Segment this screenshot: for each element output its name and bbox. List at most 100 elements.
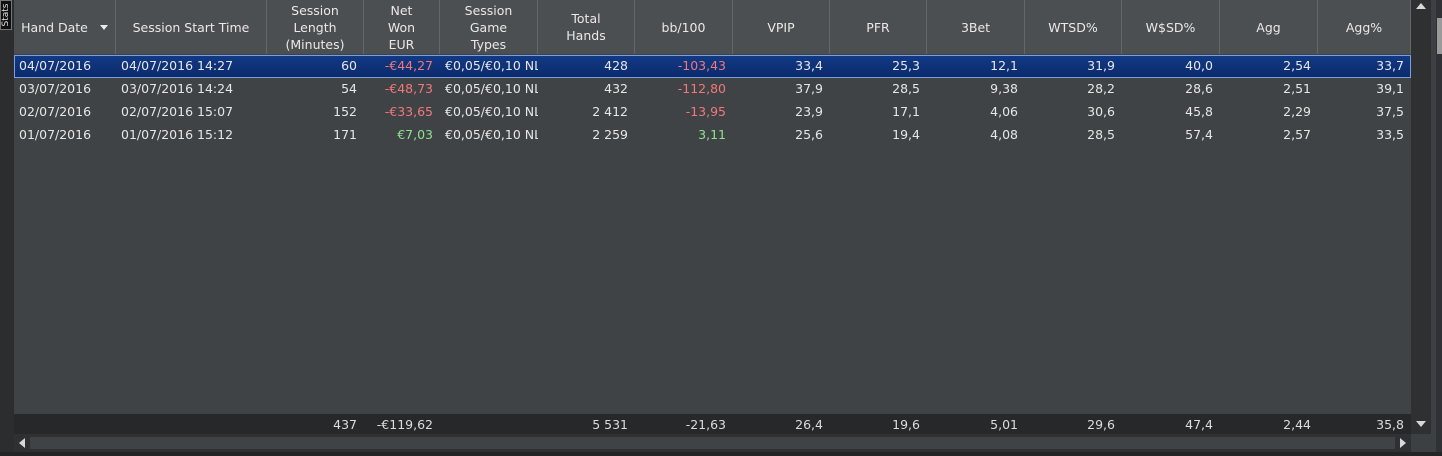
cell-aggpct: 37,5 xyxy=(1376,104,1404,119)
total-agg: 2,44 xyxy=(1283,417,1311,432)
column-header-label: W$SD% xyxy=(1145,19,1196,35)
cell-agg: 2,57 xyxy=(1283,127,1311,142)
column-header-label: Agg xyxy=(1256,19,1281,35)
column-header-label: Agg% xyxy=(1345,19,1383,35)
column-header-label: bb/100 xyxy=(661,19,706,35)
cell-threebet: 4,06 xyxy=(990,104,1018,119)
cell-net_won: -€44,27 xyxy=(384,58,433,73)
cell-total_hands: 2 412 xyxy=(592,104,628,119)
total-bb100: -21,63 xyxy=(685,417,726,432)
arrow-left-icon xyxy=(19,438,25,448)
sessions-grid: Hand Date Session Start Time Session Lengt… xyxy=(14,0,1411,435)
column-header-net_won[interactable]: Net Won EUR xyxy=(364,0,440,54)
scroll-up-button[interactable] xyxy=(1411,0,1431,12)
cell-vpip: 23,9 xyxy=(795,104,823,119)
column-header-length[interactable]: Session Length (Minutes) xyxy=(267,0,364,54)
column-header-session_start[interactable]: Session Start Time xyxy=(116,0,267,54)
table-row[interactable]: 03/07/2016 03/07/2016 14:24 54 -€48,73 €0,05… xyxy=(14,78,1411,101)
cell-game_types: €0,05/€0,10 NL xyxy=(445,127,538,142)
column-header-aggpct[interactable]: Agg% xyxy=(1318,0,1411,54)
column-header-hand_date[interactable]: Hand Date xyxy=(14,0,116,54)
cell-length: 54 xyxy=(341,81,357,96)
column-header-label: 3Bet xyxy=(960,19,991,35)
column-header-label: VPIP xyxy=(767,19,795,35)
horizontal-scrollbar[interactable] xyxy=(14,434,1411,452)
cell-vpip: 25,6 xyxy=(795,127,823,142)
cell-total_hands: 428 xyxy=(604,58,628,73)
stats-tab[interactable]: Stats xyxy=(0,0,12,30)
table-row[interactable]: 02/07/2016 02/07/2016 15:07 152 -€33,65 €0,0… xyxy=(14,101,1411,124)
cell-bb100: -112,80 xyxy=(677,81,726,96)
cell-threebet: 9,38 xyxy=(990,81,1018,96)
cell-agg: 2,54 xyxy=(1283,58,1311,73)
cell-bb100: -13,95 xyxy=(685,104,726,119)
column-header-total_hands[interactable]: Total Hands xyxy=(538,0,635,54)
column-header-wsd[interactable]: W$SD% xyxy=(1122,0,1220,54)
table-row[interactable]: 04/07/2016 04/07/2016 14:27 60 -€44,27 €0,05… xyxy=(14,55,1411,78)
cell-aggpct: 39,1 xyxy=(1376,81,1404,96)
cell-wsd: 28,6 xyxy=(1185,81,1213,96)
cell-length: 60 xyxy=(341,58,357,73)
total-threebet: 5,01 xyxy=(990,417,1018,432)
cell-wtsd: 30,6 xyxy=(1087,104,1115,119)
column-header-bb100[interactable]: bb/100 xyxy=(635,0,733,54)
cell-length: 171 xyxy=(333,127,357,142)
total-hand_date xyxy=(14,414,116,435)
cell-wsd: 45,8 xyxy=(1185,104,1213,119)
cell-pfr: 28,5 xyxy=(892,81,920,96)
cell-session_start: 03/07/2016 14:24 xyxy=(121,81,234,96)
cell-net_won: -€48,73 xyxy=(384,81,433,96)
total-aggpct: 35,8 xyxy=(1376,417,1404,432)
right-side-tab[interactable] xyxy=(1437,18,1442,54)
cell-agg: 2,29 xyxy=(1283,104,1311,119)
total-game_types xyxy=(440,414,538,435)
column-header-threebet[interactable]: 3Bet xyxy=(927,0,1025,54)
cell-bb100: 3,11 xyxy=(698,127,726,142)
cell-agg: 2,51 xyxy=(1283,81,1311,96)
arrow-right-icon xyxy=(1400,438,1406,448)
column-header-agg[interactable]: Agg xyxy=(1220,0,1318,54)
cell-length: 152 xyxy=(333,104,357,119)
cell-total_hands: 2 259 xyxy=(592,127,628,142)
table-row[interactable]: 01/07/2016 01/07/2016 15:12 171 €7,03 €0,05/… xyxy=(14,124,1411,147)
column-header-label: WTSD% xyxy=(1048,19,1098,35)
cell-pfr: 25,3 xyxy=(892,58,920,73)
cell-wtsd: 31,9 xyxy=(1087,58,1115,73)
scroll-down-button[interactable] xyxy=(1411,418,1431,430)
grid-header: Hand Date Session Start Time Session Lengt… xyxy=(14,0,1411,54)
cell-net_won: -€33,65 xyxy=(384,104,433,119)
cell-hand_date: 01/07/2016 xyxy=(19,127,92,142)
column-header-label: Total Hands xyxy=(566,11,606,43)
scroll-right-button[interactable] xyxy=(1397,434,1409,452)
cell-wsd: 57,4 xyxy=(1185,127,1213,142)
column-header-pfr[interactable]: PFR xyxy=(830,0,927,54)
cell-threebet: 12,1 xyxy=(990,58,1018,73)
cell-game_types: €0,05/€0,10 NL xyxy=(445,81,538,96)
cell-game_types: €0,05/€0,10 NL xyxy=(445,58,538,73)
total-wtsd: 29,6 xyxy=(1087,417,1115,432)
column-header-wtsd[interactable]: WTSD% xyxy=(1025,0,1122,54)
cell-aggpct: 33,5 xyxy=(1376,127,1404,142)
cell-threebet: 4,08 xyxy=(990,127,1018,142)
vertical-scrollbar[interactable] xyxy=(1411,0,1431,434)
column-header-label: Session Game Types xyxy=(464,2,513,52)
bottom-border xyxy=(0,452,1442,456)
cell-hand_date: 02/07/2016 xyxy=(19,104,92,119)
column-header-label: Session Start Time xyxy=(132,19,250,35)
cell-pfr: 17,1 xyxy=(892,104,920,119)
totals-row: 437 -€119,62 5 531 -21,63 26,4 19,6 5,01 29,6 47… xyxy=(14,414,1411,435)
cell-vpip: 37,9 xyxy=(795,81,823,96)
column-header-label: Hand Date xyxy=(21,19,88,35)
sort-descending-icon xyxy=(99,24,108,30)
total-wsd: 47,4 xyxy=(1185,417,1213,432)
cell-session_start: 02/07/2016 15:07 xyxy=(121,104,234,119)
column-header-label: Session Length (Minutes) xyxy=(285,2,345,52)
horizontal-scroll-thumb[interactable] xyxy=(30,437,1395,449)
total-total_hands: 5 531 xyxy=(592,417,628,432)
cell-wtsd: 28,5 xyxy=(1087,127,1115,142)
column-header-vpip[interactable]: VPIP xyxy=(733,0,830,54)
scroll-left-button[interactable] xyxy=(16,434,28,452)
column-header-game_types[interactable]: Session Game Types xyxy=(440,0,538,54)
total-net_won: -€119,62 xyxy=(376,417,433,432)
